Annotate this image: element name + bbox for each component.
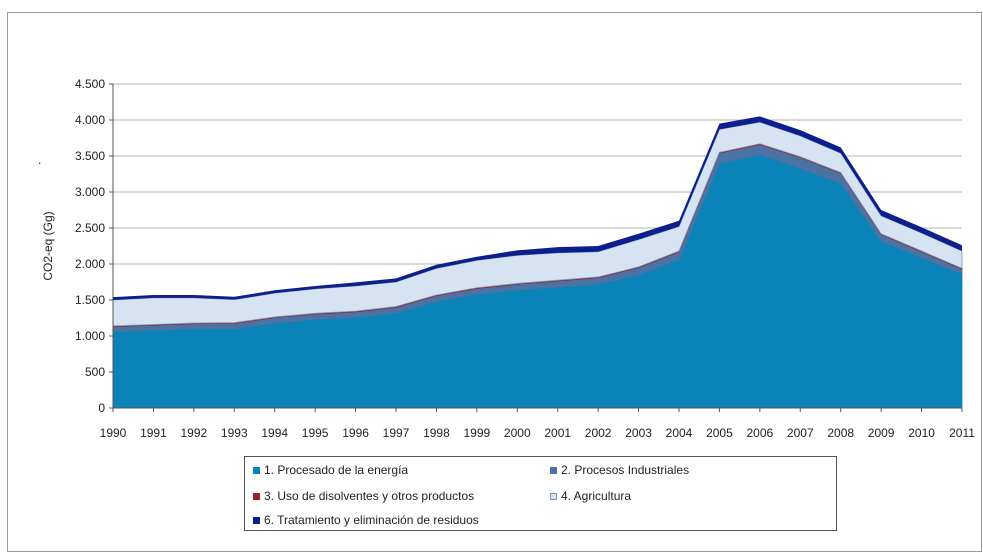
- x-tick-label: 1992: [181, 426, 208, 440]
- y-tick-label: 2.500: [75, 221, 105, 235]
- y-tick-label: 500: [85, 365, 105, 379]
- legend-label: 1. Procesado de la energía: [264, 463, 409, 477]
- x-tick-label: 2004: [666, 426, 693, 440]
- x-tick-label: 1999: [464, 426, 491, 440]
- legend-swatch: [253, 492, 260, 500]
- y-tick-label: 1.000: [75, 329, 105, 343]
- x-tick-label: 1991: [140, 426, 167, 440]
- x-tick-label: 1996: [342, 426, 369, 440]
- legend-swatch: [253, 516, 260, 524]
- x-tick-label: 1995: [302, 426, 329, 440]
- x-tick-label: 2002: [585, 426, 612, 440]
- x-tick-label: 2011: [949, 426, 975, 440]
- x-tick-label: 2003: [625, 426, 652, 440]
- chart-plot: 0 500 1.000 1.500 2.000 2.500 3.000 3.500 4.000 4…: [38, 77, 975, 440]
- legend-swatch: [550, 466, 557, 474]
- legend-label: 4. Agricultura: [561, 489, 632, 503]
- x-tick-label: 1994: [261, 426, 288, 440]
- legend-item: 4. Agricultura: [550, 489, 631, 503]
- x-tick-label: 1990: [100, 426, 127, 440]
- legend-label: 6. Tratamiento y eliminación de residuos: [264, 513, 479, 527]
- x-tick-label: 2006: [747, 426, 774, 440]
- x-tick-label: 2001: [544, 426, 571, 440]
- legend-label: 2. Procesos Industriales: [561, 463, 690, 477]
- y-tick-label: 4.000: [75, 113, 105, 127]
- legend-label: 3. Uso de disolventes y otros productos: [264, 489, 475, 503]
- axes: 0 500 1.000 1.500 2.000 2.500 3.000 3.500 4.000 4…: [75, 77, 975, 440]
- legend-item: 1. Procesado de la energía: [253, 463, 408, 477]
- x-tick-label: 2009: [868, 426, 895, 440]
- legend-swatch: [253, 466, 260, 474]
- x-tick-label: 1993: [221, 426, 248, 440]
- x-tick-label: 1998: [423, 426, 450, 440]
- y-tick-label: 1.500: [75, 293, 105, 307]
- x-tick-label: 1997: [383, 426, 410, 440]
- y-tick-label: 3.500: [75, 149, 105, 163]
- y-tick-label: 3.000: [75, 185, 105, 199]
- x-tick-label: 2007: [787, 426, 814, 440]
- y-tick-label: 2.000: [75, 257, 105, 271]
- legend: 1. Procesado de la energía 2. Procesos In…: [244, 456, 837, 531]
- side-mark: .: [38, 153, 41, 167]
- area-series-layer: [112, 116, 963, 409]
- x-tick-label: 2000: [504, 426, 531, 440]
- x-tick-label: 2005: [706, 426, 733, 440]
- x-tick-label: 2010: [908, 426, 935, 440]
- y-axis-title: CO2-eq (Gg): [41, 211, 55, 280]
- legend-item: 2. Procesos Industriales: [550, 463, 689, 477]
- legend-item: 6. Tratamiento y eliminación de residuos: [253, 513, 479, 527]
- y-tick-label: 0: [98, 401, 105, 415]
- y-tick-label: 4.500: [75, 77, 105, 91]
- legend-swatch: [550, 492, 557, 500]
- x-tick-label: 2008: [827, 426, 854, 440]
- legend-item: 3. Uso de disolventes y otros productos: [253, 489, 474, 503]
